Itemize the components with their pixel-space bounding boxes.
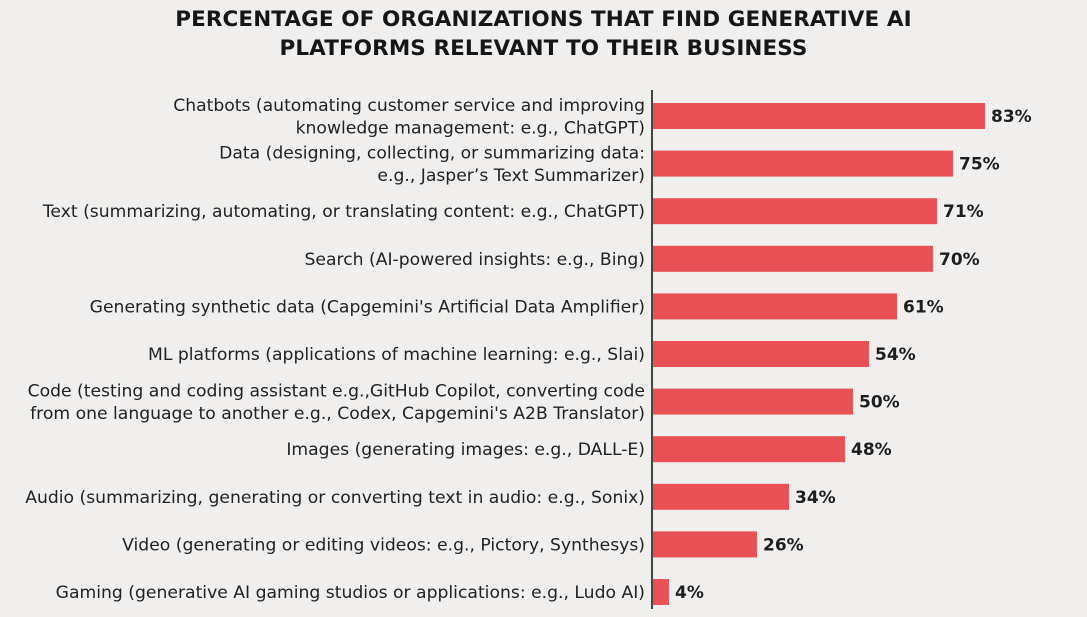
- bar-value-label: 54%: [875, 345, 916, 365]
- bar: [653, 483, 789, 510]
- category-label: Audio (summarizing, generating or conver…: [25, 488, 645, 508]
- category-label: Chatbots (automating customer service an…: [173, 96, 645, 116]
- bar-value-label: 34%: [795, 488, 836, 508]
- category-label: Data (designing, collecting, or summariz…: [219, 143, 645, 163]
- category-label: ML platforms (applications of machine le…: [148, 345, 645, 365]
- chart-title-line-2: PLATFORMS RELEVANT TO THEIR BUSINESS: [279, 36, 808, 61]
- bar: [653, 579, 669, 605]
- bar-value-label: 71%: [943, 202, 984, 222]
- category-label: Gaming (generative AI gaming studios or …: [56, 583, 645, 603]
- bar-value-label: 70%: [939, 250, 980, 270]
- bar-value-label: 83%: [991, 107, 1032, 127]
- bar: [653, 388, 853, 415]
- bar: [653, 341, 869, 367]
- chart-title: PERCENTAGE OF ORGANIZATIONS THAT FIND GE…: [0, 5, 1087, 63]
- bar: [653, 293, 897, 320]
- bar: [653, 103, 985, 129]
- bar-value-label: 4%: [675, 583, 704, 603]
- bar-value-label: 61%: [903, 297, 944, 317]
- bar-value-label: 75%: [959, 155, 1000, 175]
- bar-value-label: 26%: [763, 535, 804, 555]
- chart-title-line-1: PERCENTAGE OF ORGANIZATIONS THAT FIND GE…: [175, 7, 912, 32]
- bar-value-label: 50%: [859, 393, 900, 413]
- category-label: e.g., Jasper’s Text Summarizer): [377, 166, 645, 186]
- bar: [653, 531, 757, 558]
- category-label: Code (testing and coding assistant e.g.,…: [28, 381, 645, 401]
- bar: [653, 436, 845, 463]
- bar: [653, 245, 933, 272]
- category-label: Text (summarizing, automating, or transl…: [42, 202, 645, 222]
- category-label: Generating synthetic data (Capgemini's A…: [90, 297, 645, 317]
- category-label: Search (AI-powered insights: e.g., Bing): [304, 250, 645, 270]
- bar: [653, 198, 937, 225]
- bar-value-label: 48%: [851, 440, 892, 460]
- category-label: knowledge management: e.g., ChatGPT): [296, 118, 645, 138]
- category-label: from one language to another e.g., Codex…: [30, 404, 645, 424]
- bar: [653, 150, 953, 177]
- category-label: Video (generating or editing videos: e.g…: [122, 535, 645, 555]
- category-label: Images (generating images: e.g., DALL-E): [286, 440, 645, 460]
